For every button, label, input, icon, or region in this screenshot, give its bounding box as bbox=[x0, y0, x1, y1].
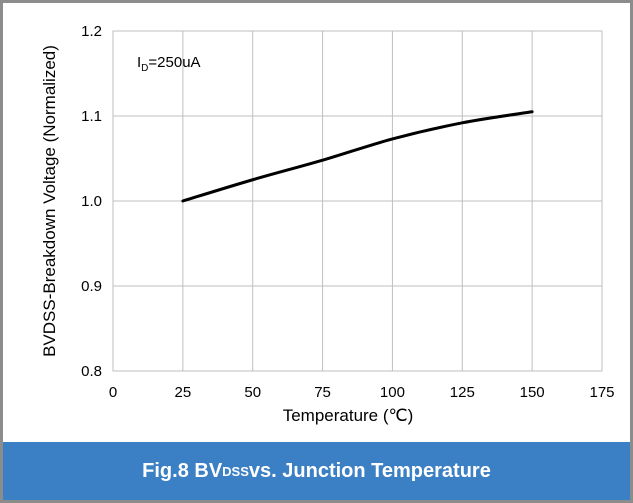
y-tick-label: 0.9 bbox=[81, 278, 102, 295]
y-tick-label: 1.2 bbox=[81, 23, 102, 40]
annotation-rest: =250uA bbox=[148, 54, 200, 71]
annotation-main: I bbox=[137, 54, 141, 71]
x-tick-label: 25 bbox=[175, 384, 192, 401]
data-points bbox=[182, 111, 533, 202]
annotation-label: ID=250uA bbox=[137, 54, 201, 74]
caption-suffix: vs. Junction Temperature bbox=[248, 459, 491, 482]
x-tick-label: 0 bbox=[109, 384, 117, 401]
x-tick-label: 175 bbox=[589, 384, 614, 401]
figure-caption: Fig.8 BV DSS vs. Junction Temperature bbox=[3, 442, 630, 500]
grid-lines bbox=[112, 30, 603, 372]
x-tick-label: 100 bbox=[380, 384, 405, 401]
chart-area: 0 25 50 75 100 125 150 175 0.8 0.9 1.0 1.1 1.2 ID=2… bbox=[3, 3, 630, 435]
x-tick-label: 125 bbox=[450, 384, 475, 401]
y-tick-label: 1.0 bbox=[81, 193, 102, 210]
x-tick-label: 50 bbox=[244, 384, 261, 401]
x-axis-label: Temperature (℃) bbox=[283, 406, 414, 425]
chart-svg: 0 25 50 75 100 125 150 175 0.8 0.9 1.0 1.1 1.2 ID=2… bbox=[40, 23, 615, 425]
x-tick-labels: 0 25 50 75 100 125 150 175 bbox=[109, 384, 615, 401]
x-tick-label: 75 bbox=[314, 384, 331, 401]
y-tick-labels: 0.8 0.9 1.0 1.1 1.2 bbox=[81, 23, 102, 380]
annotation-sub: D bbox=[141, 63, 148, 74]
y-tick-label: 0.8 bbox=[81, 363, 102, 380]
caption-sub: DSS bbox=[222, 463, 249, 479]
caption-prefix: Fig.8 BV bbox=[142, 459, 223, 482]
series-line bbox=[181, 110, 534, 203]
y-axis-label: BVDSS-Breakdown Voltage (Normalized) bbox=[40, 45, 59, 357]
x-tick-label: 150 bbox=[520, 384, 545, 401]
y-tick-label: 1.1 bbox=[81, 108, 102, 125]
